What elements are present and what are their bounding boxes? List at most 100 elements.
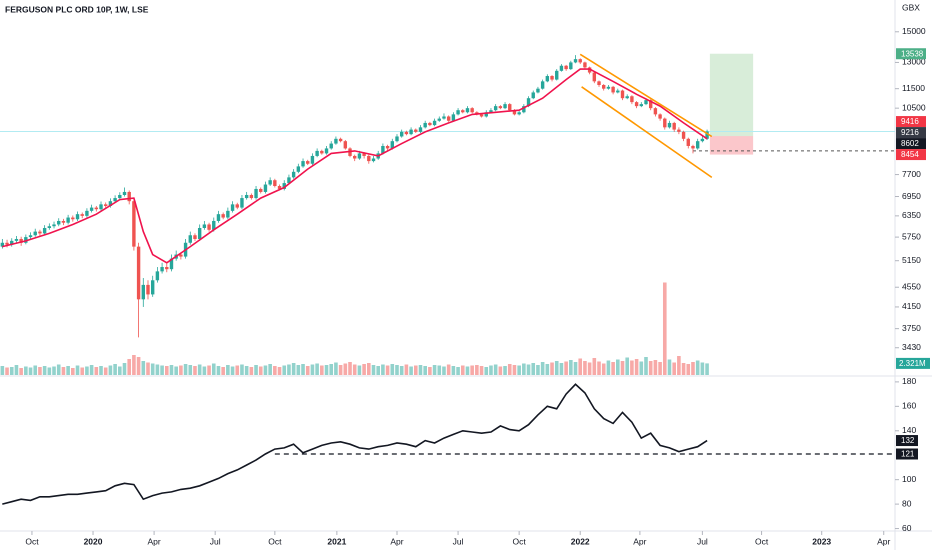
candle-body — [517, 112, 521, 115]
volume-bar — [526, 364, 531, 375]
x-tick-label: Oct — [25, 536, 39, 546]
y-tick-label: 100 — [902, 474, 916, 484]
volume-bar — [625, 357, 630, 375]
y-tick-label: 3750 — [902, 323, 921, 333]
volume-bar — [19, 368, 23, 375]
candle-body — [385, 145, 390, 149]
volume-bar — [362, 364, 366, 375]
volume-bar — [564, 361, 568, 375]
volume-bar — [686, 364, 691, 375]
volume-bar — [390, 364, 395, 375]
volume-bar — [28, 367, 33, 375]
volume-bar — [662, 282, 667, 375]
candle-body — [630, 96, 634, 103]
y-tick-label: 60 — [902, 523, 912, 533]
candle-body — [672, 122, 676, 130]
volume-bar — [691, 362, 695, 375]
channel-line — [581, 86, 713, 179]
volume-bar — [540, 362, 545, 375]
volume-bar — [418, 365, 423, 375]
volume-bar — [545, 364, 550, 375]
candle-body — [89, 207, 94, 211]
candle-body — [5, 242, 9, 245]
volume-bar — [249, 367, 254, 375]
y-tick-label: 15000 — [902, 26, 926, 36]
volume-bar — [188, 365, 193, 375]
candle-body — [136, 246, 141, 300]
candle-body — [197, 227, 202, 239]
candle-body — [503, 104, 507, 109]
volume-bar — [517, 365, 521, 375]
volume-bar — [338, 365, 343, 375]
candle-body — [508, 104, 512, 111]
candle-body — [212, 220, 216, 230]
volume-bar — [179, 365, 183, 375]
volume-bar — [437, 365, 442, 375]
volume-bar — [423, 366, 427, 375]
candle-body — [620, 90, 625, 99]
volume-bar — [56, 364, 61, 375]
candle-body — [240, 198, 244, 208]
candle-body — [677, 129, 681, 132]
volume-bar — [493, 364, 498, 375]
volume-bar — [479, 366, 484, 375]
candle-body — [249, 194, 254, 199]
volume-bar — [587, 362, 592, 375]
candle-body — [606, 86, 611, 89]
candle-body — [442, 116, 446, 119]
candle-body — [230, 204, 235, 211]
candle-body — [616, 90, 620, 93]
candle-body — [404, 131, 409, 135]
volume-bar — [667, 359, 672, 375]
candle-body — [80, 214, 84, 216]
candle-body — [315, 150, 319, 156]
x-tick-label: Apr — [633, 536, 646, 546]
candle-body — [306, 161, 310, 164]
price-tag-label: 8454 — [901, 150, 919, 159]
volume-bar — [89, 365, 94, 375]
volume-bar — [630, 360, 634, 375]
volume-bar — [71, 368, 75, 375]
volume-bar — [146, 362, 150, 375]
candle-body — [667, 122, 672, 128]
candle-body — [104, 204, 108, 206]
indicator-tag-label: 132 — [901, 436, 915, 445]
candle-body — [268, 180, 272, 185]
y-tick-label: 13000 — [902, 57, 926, 67]
candle-body — [141, 284, 145, 300]
candle-body — [282, 183, 286, 189]
volume-bar — [282, 365, 287, 375]
volume-bar — [0, 366, 5, 375]
volume-bar — [150, 363, 155, 375]
candle-body — [414, 129, 418, 132]
candle-body — [493, 106, 498, 111]
volume-bar — [470, 365, 474, 375]
volume-bar — [592, 358, 597, 375]
volume-bar — [367, 363, 371, 375]
y-tick-label: 5750 — [902, 231, 921, 241]
candle-body — [536, 88, 540, 93]
candle-body — [165, 267, 169, 270]
volume-bar — [277, 367, 282, 375]
candle-body — [310, 155, 315, 164]
candle-body — [545, 76, 550, 82]
price-tag — [896, 127, 926, 139]
volume-bar — [33, 365, 38, 375]
volume-bar — [42, 366, 47, 375]
volume-bar — [583, 361, 587, 375]
y-tick-label: 80 — [902, 498, 912, 508]
candle-body — [113, 198, 117, 202]
candle-body — [66, 217, 70, 223]
volume-bar — [536, 365, 540, 375]
currency-label: GBX — [902, 2, 920, 12]
candle-body — [343, 141, 348, 149]
candle-body — [179, 254, 183, 257]
candle-body — [686, 138, 690, 146]
candle-body — [52, 224, 56, 227]
candle-body — [451, 114, 456, 121]
volume-bar — [681, 363, 686, 375]
candle-body — [634, 102, 639, 107]
volume-bar — [47, 367, 52, 375]
